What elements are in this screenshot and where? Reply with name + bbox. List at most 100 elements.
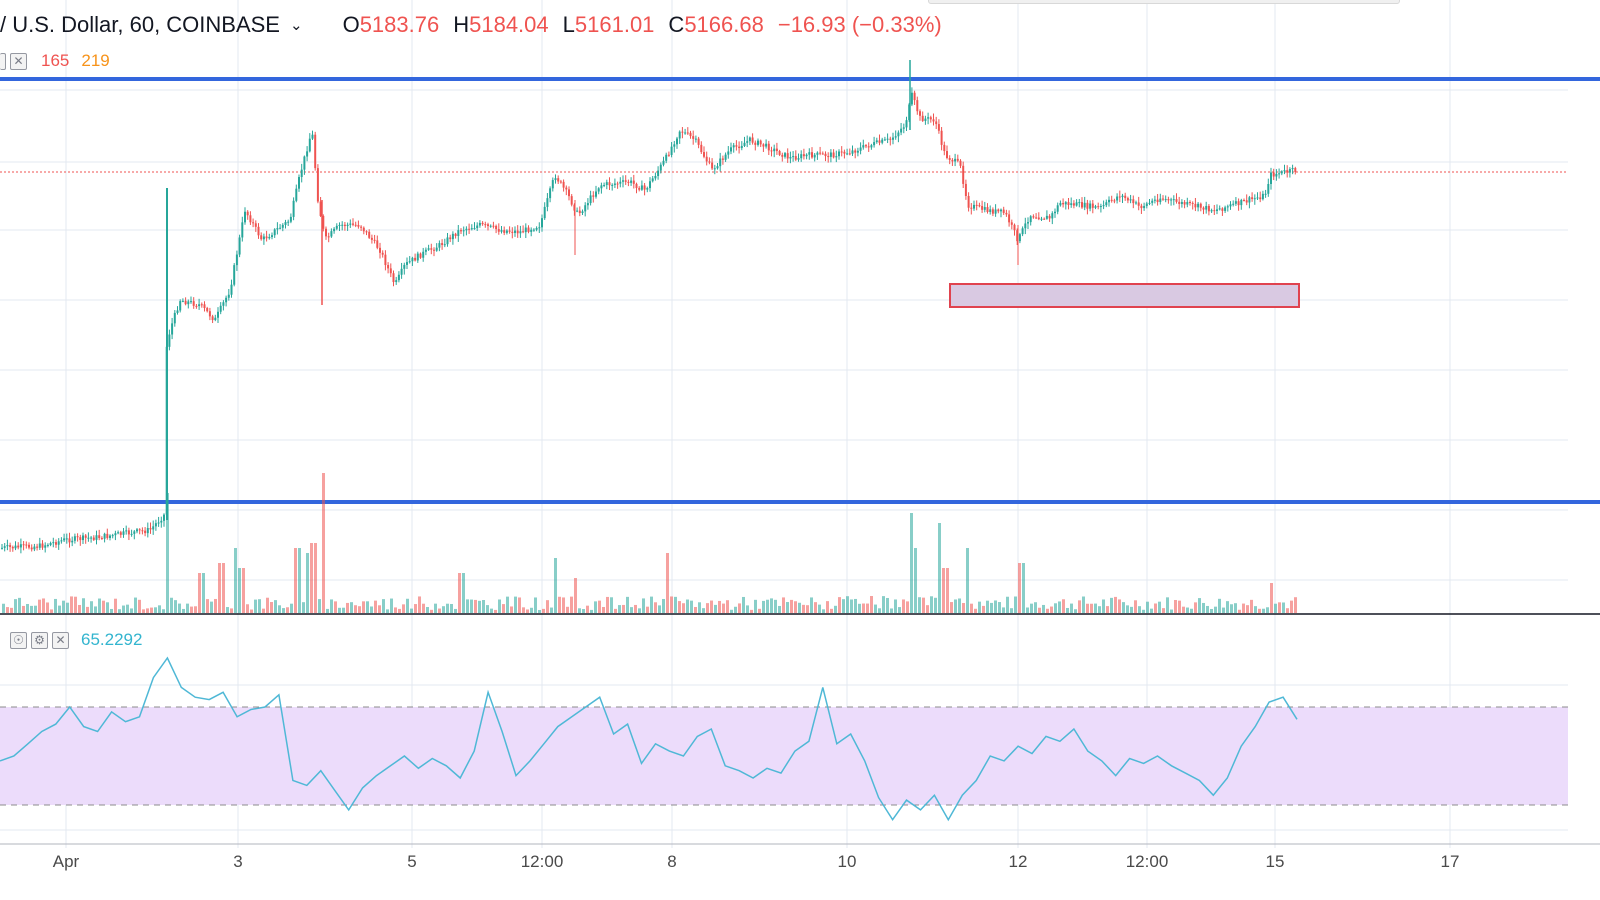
volume-bar-96 (386, 609, 389, 613)
volume-bar-20 (82, 598, 85, 613)
volume-bar-63 (254, 599, 257, 613)
candle-body-35 (95, 535, 98, 540)
candle-body-248 (670, 146, 673, 155)
close-icon[interactable]: ✕ (52, 631, 69, 649)
volume-bar-279 (1118, 599, 1121, 613)
volume-bar-228 (914, 548, 917, 613)
volume-bar-87 (350, 602, 353, 613)
candle-body-39 (106, 533, 109, 538)
volume-bar-250 (1002, 607, 1005, 613)
candle-body-288 (778, 151, 781, 155)
volume-bar-268 (1074, 609, 1077, 613)
candle-body-138 (373, 239, 376, 241)
volume-bar-146 (586, 605, 589, 613)
candle-body-129 (349, 223, 352, 225)
candle-body-456 (1232, 203, 1235, 205)
candle-body-434 (1172, 199, 1175, 201)
candle-body-395 (1067, 202, 1070, 205)
volume-bar-223 (894, 599, 897, 613)
candle-body-144 (389, 268, 392, 274)
volume-bar-93 (374, 600, 377, 613)
candle-body-445 (1202, 207, 1205, 210)
volume-bar-255 (1022, 563, 1025, 613)
candle-body-257 (694, 138, 697, 140)
symbol-legend: / U.S. Dollar, 60, COINBASE ⌄ O5183.76 H… (0, 8, 942, 42)
gear-icon[interactable]: ⚙ (31, 631, 48, 649)
candle-body-88 (238, 237, 241, 255)
candle-body-328 (886, 138, 889, 140)
volume-bar-280 (1122, 602, 1125, 613)
candle-body-218 (589, 195, 592, 204)
candle-body-87 (235, 254, 238, 266)
candle-body-380 (1027, 222, 1029, 224)
candle-body-291 (786, 153, 789, 159)
candle-body-423 (1143, 206, 1146, 209)
volume-bar-283 (1134, 600, 1137, 613)
candle-body-279 (754, 142, 757, 145)
candle-body-184 (497, 229, 500, 232)
candle-body-239 (646, 188, 649, 190)
candle-body-44 (119, 532, 122, 535)
candle-body-388 (1048, 215, 1051, 219)
volume-bar-196 (786, 602, 789, 613)
candle-body-220 (595, 191, 597, 197)
volume-bar-235 (942, 568, 945, 613)
volume-bar-224 (898, 607, 901, 613)
candle-body-183 (495, 225, 498, 230)
volume-bar-252 (1010, 608, 1013, 613)
volume-bar-57 (230, 608, 233, 613)
eye-icon[interactable] (0, 52, 6, 70)
candle-body-336 (908, 104, 911, 121)
candle-body-258 (697, 138, 700, 145)
volume-bar-295 (1182, 606, 1185, 613)
candle-body-479 (1294, 168, 1297, 172)
candle-body-332 (897, 132, 900, 137)
chevron-down-icon[interactable]: ⌄ (289, 17, 303, 34)
volume-bar-125 (502, 604, 505, 613)
volume-bar-132 (530, 607, 533, 613)
volume-bar-179 (718, 600, 721, 613)
candle-body-435 (1175, 199, 1178, 202)
candle-body-219 (592, 195, 595, 197)
candle-body-374 (1010, 222, 1013, 225)
volume-bar-112 (450, 603, 453, 613)
symbol-title[interactable]: / U.S. Dollar, 60, COINBASE (0, 12, 280, 37)
candle-body-256 (692, 136, 695, 139)
volume-bar-50 (202, 573, 205, 613)
candle-body-33 (90, 537, 93, 539)
candle-body-201 (543, 206, 546, 219)
candle-body-215 (581, 211, 584, 214)
candle-body-42 (114, 533, 117, 536)
candle-body-254 (686, 132, 689, 134)
volume-bar-94 (378, 605, 381, 613)
candle-body-441 (1191, 202, 1194, 204)
volume-bar-278 (1114, 596, 1117, 613)
eye-icon[interactable]: ☉ (10, 631, 27, 649)
candle-body-301 (813, 154, 816, 158)
volume-bar-276 (1106, 606, 1109, 613)
candle-body-213 (576, 210, 579, 212)
candle-body-91 (246, 211, 249, 216)
volume-bar-221 (886, 597, 889, 613)
time-axis-label: 12 (1008, 852, 1028, 871)
candle-body-278 (751, 137, 754, 143)
volume-bar-139 (558, 596, 561, 613)
candle-body-15 (41, 543, 44, 548)
candle-body-113 (306, 151, 309, 157)
volume-bar-74 (298, 548, 301, 613)
volume-bar-151 (606, 596, 609, 613)
candle-body-71 (192, 301, 195, 306)
candle-body-162 (438, 243, 441, 248)
candle-body-329 (889, 138, 892, 140)
candle-body-265 (716, 166, 719, 169)
candle-body-377 (1018, 234, 1021, 242)
candle-body-240 (649, 181, 651, 189)
volume-bar-249 (998, 602, 1001, 613)
candle-body-230 (622, 180, 624, 182)
volume-bar-79 (318, 599, 321, 613)
volume-bar-109 (438, 608, 441, 613)
close-icon[interactable]: ✕ (10, 52, 27, 70)
volume-bar-198 (794, 601, 797, 613)
candle-body-159 (430, 248, 433, 250)
